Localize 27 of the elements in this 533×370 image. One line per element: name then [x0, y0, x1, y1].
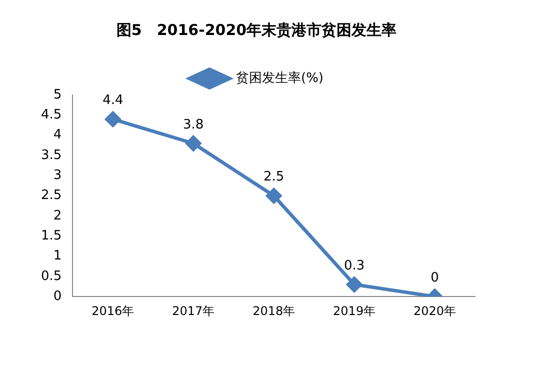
- point: [105, 111, 121, 127]
- point: [266, 188, 282, 204]
- x-tick-label: 2018年: [252, 304, 296, 318]
- data-label: 2.5: [263, 170, 284, 185]
- y-tick-label: 3: [53, 168, 62, 184]
- data-label: 4.4: [102, 93, 124, 108]
- x-tick-label: 2019年: [333, 304, 376, 318]
- point: [346, 276, 362, 292]
- y-tick-label: 4: [53, 128, 62, 143]
- y-tick-label: 1.5: [40, 228, 62, 244]
- y-tick-label: 3.5: [40, 148, 62, 163]
- y-tick-label: 2.5: [40, 188, 62, 204]
- x-tick-label: 2020年: [413, 304, 456, 318]
- y-tick-label: 5: [53, 87, 62, 102]
- point: [186, 136, 202, 152]
- legend-label: 贫困发生率(%): [236, 70, 324, 86]
- data-label: 0.3: [344, 258, 365, 274]
- x-tick-label: 2016年: [92, 304, 134, 318]
- y-tick-label: 4.5: [40, 108, 62, 123]
- data-label: 3.8: [183, 117, 204, 132]
- chart-title: 图5 2016-2020年末贵港市贫困发生率: [116, 20, 397, 39]
- y-tick-label: 1: [53, 248, 62, 264]
- x-tick-label: 2017年: [172, 304, 215, 318]
- y-tick-label: 2: [53, 208, 62, 224]
- y-tick-label: 0: [53, 288, 62, 304]
- y-tick-label: 0.5: [40, 268, 62, 284]
- data-label: 0: [430, 270, 439, 286]
